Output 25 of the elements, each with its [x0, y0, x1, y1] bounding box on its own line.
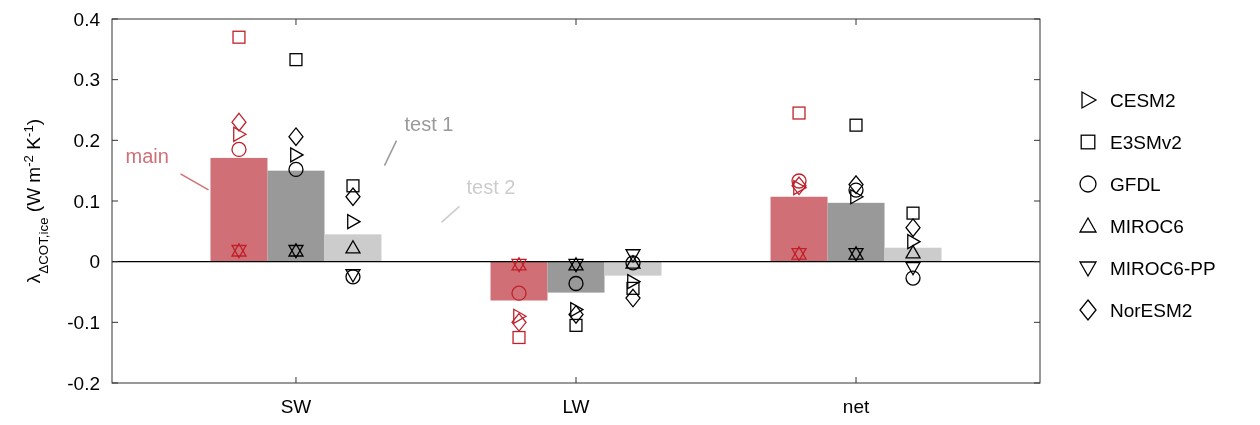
y-tick-label: -0.2	[67, 372, 100, 394]
y-tick-label: 0.1	[73, 190, 100, 212]
bar	[267, 170, 325, 262]
x-tick-label: SW	[280, 396, 312, 417]
y-tick-label: 0.2	[73, 129, 100, 151]
y-tick-label: -0.1	[67, 311, 100, 333]
text: test 1	[404, 112, 454, 135]
y-tick-label: 0	[89, 251, 100, 273]
legend-label: E3SMv2	[1110, 131, 1182, 153]
legend-label: NorESM2	[1110, 299, 1193, 321]
bar	[547, 261, 605, 293]
bar	[490, 261, 548, 301]
bar	[604, 261, 662, 276]
y-tick-label: 0.3	[73, 69, 100, 91]
legend-label: MIROC6-PP	[1110, 257, 1216, 279]
bar	[770, 196, 828, 262]
legend-label: MIROC6	[1110, 215, 1184, 237]
y-tick-label: 0.4	[73, 8, 101, 30]
x-tick-label: LW	[562, 396, 590, 417]
legend-label: CESM2	[1110, 89, 1176, 111]
x-tick-label: net	[842, 396, 870, 417]
legend-label: GFDL	[1110, 173, 1161, 195]
text: main	[125, 144, 169, 167]
bar	[827, 202, 885, 262]
bar	[324, 234, 382, 262]
